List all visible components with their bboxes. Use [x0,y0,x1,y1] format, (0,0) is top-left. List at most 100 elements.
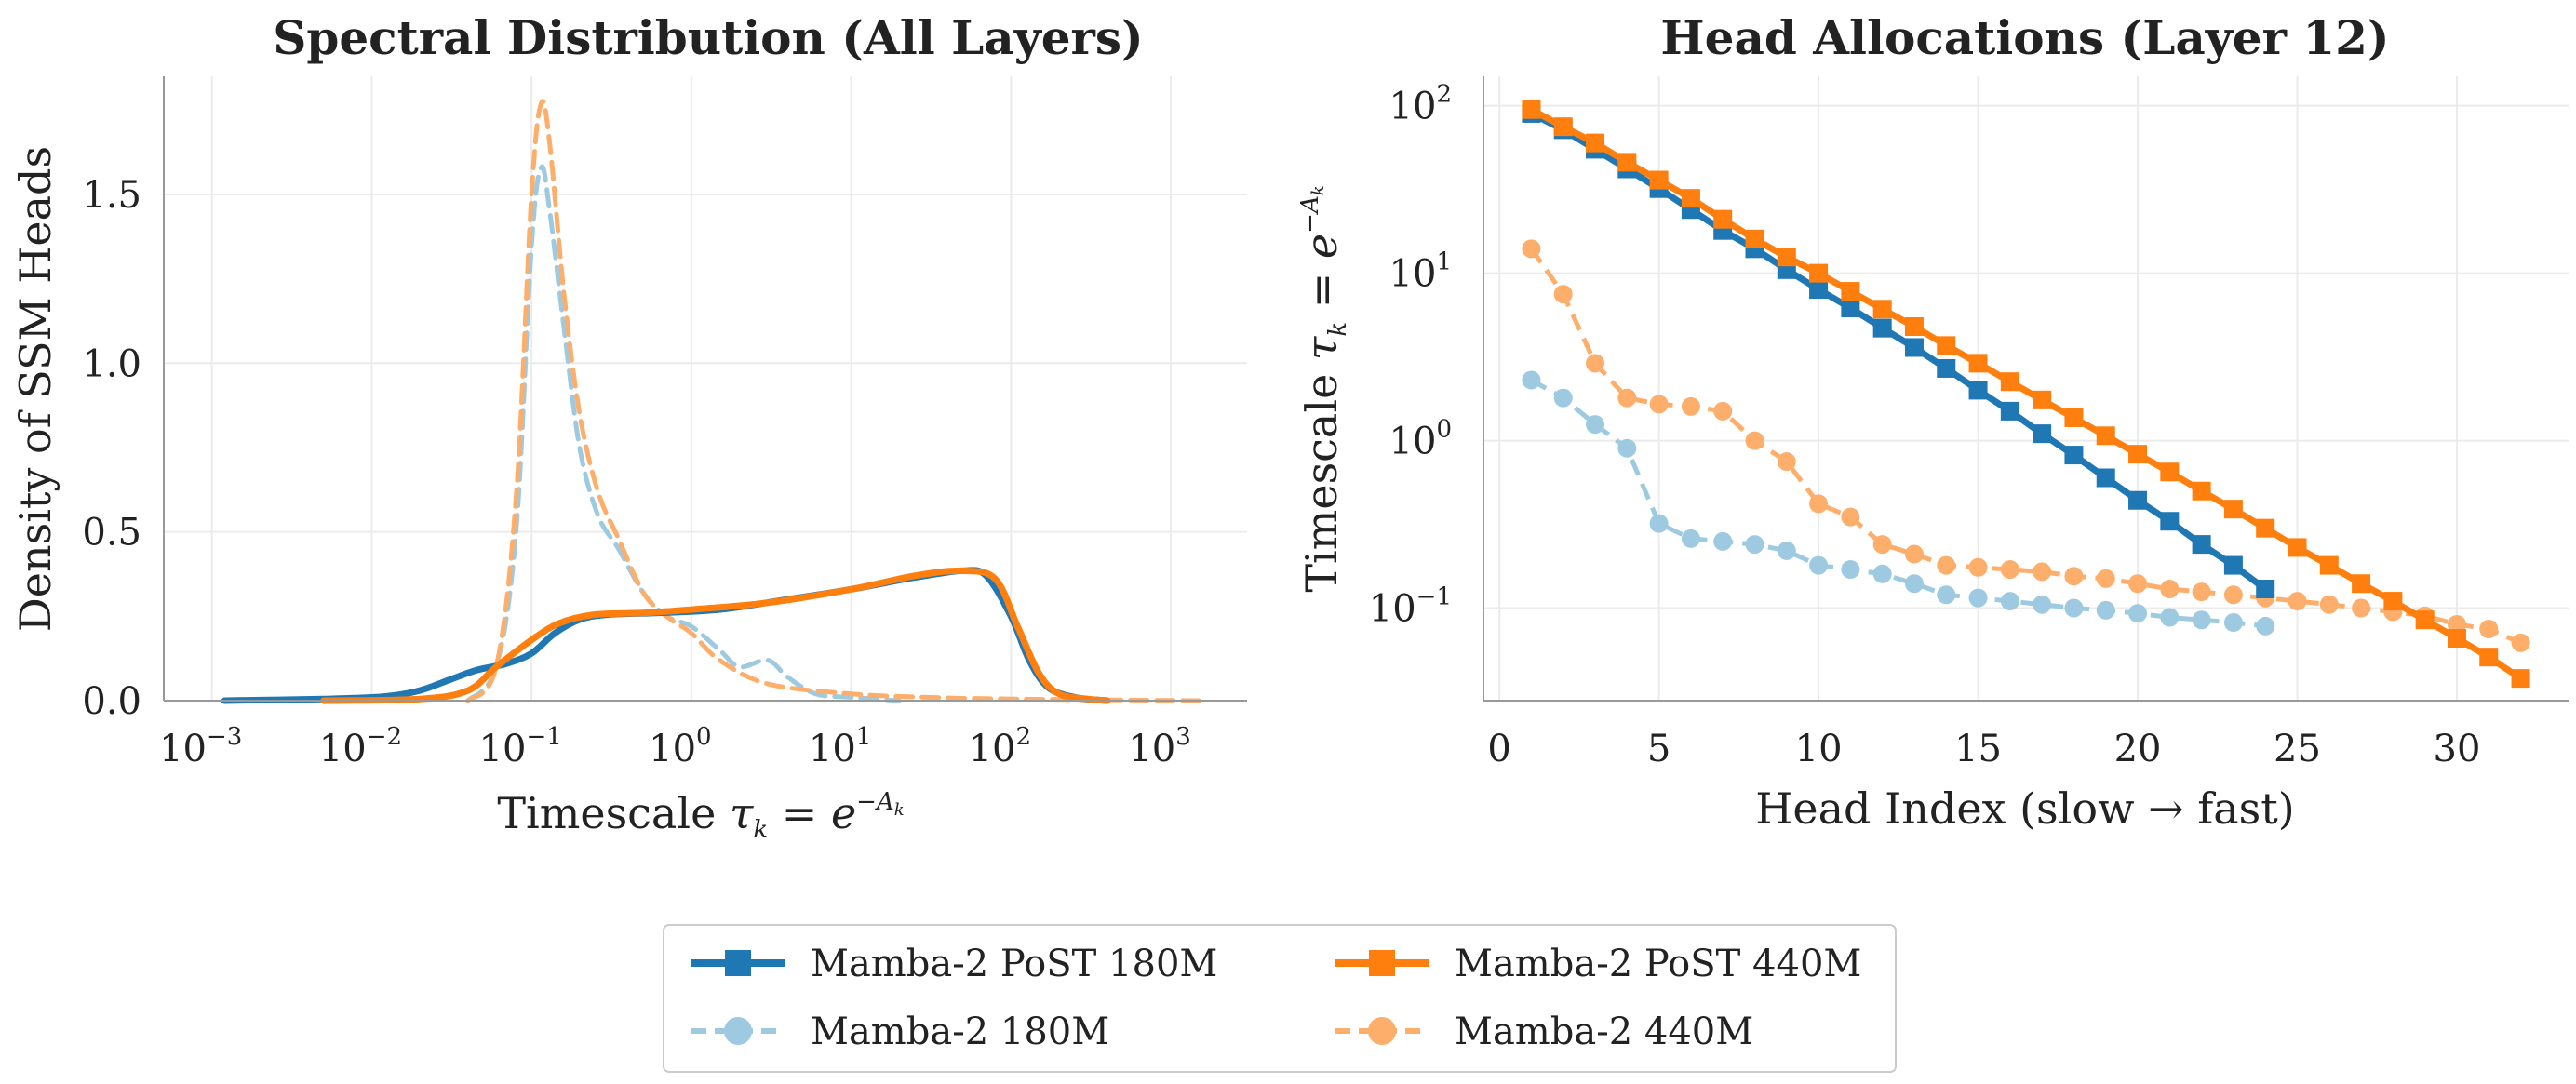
data-point-square [2447,628,2466,648]
left-x-tick-base: 10 [159,728,207,770]
data-point-circle [2447,614,2466,634]
data-point-square [2192,481,2211,501]
data-point-square [2128,490,2148,510]
data-point-square [1809,263,1829,283]
data-point-circle [1872,535,1892,555]
left-series-line-mamba-2-180m [465,164,902,703]
data-point-square [2288,538,2307,557]
data-point-circle [1649,395,1669,414]
right-x-tick-label: 0 [1487,728,1510,770]
data-point-circle [2128,574,2148,594]
data-point-circle [2096,569,2115,588]
data-point-square [1649,170,1669,190]
data-point-square [1745,229,1764,248]
left-x-tick-base: 10 [1128,728,1175,770]
legend-item: Mamba-2 PoST 180M [691,943,1217,985]
right-y-tick-label: 10−1 [1369,583,1452,631]
data-point-circle [1968,557,1988,577]
left-x-axis-label: Timescale τk = e−Ak [497,788,904,844]
data-point-circle [2479,620,2499,639]
left-x-tick-exp: 0 [696,723,712,751]
data-point-circle [1617,388,1637,408]
data-point-square [1553,117,1573,137]
right-y-axis-label: Timescale τk = e−Ak [1296,185,1352,592]
left-x-tick-base: 10 [479,728,527,770]
legend-marker-square [1369,950,1395,976]
data-point-square [1713,209,1733,229]
data-point-square [1841,282,1860,301]
left-x-tick-label: 101 [809,723,871,770]
right-x-tick-label: 30 [2434,728,2481,770]
right-x-tick-label: 20 [2114,728,2162,770]
data-point-circle [2128,604,2148,623]
data-point-square [1937,336,1956,355]
left-x-tick-label: 102 [969,723,1031,770]
right-y-tick-exp: 0 [1436,416,1452,444]
right-y-tick-base: 10 [1389,253,1437,296]
left-x-tick-label: 10−1 [479,723,562,770]
data-point-square [2256,518,2275,538]
data-point-square [1904,338,1924,357]
data-point-square [1809,280,1829,300]
data-point-circle [1553,388,1573,408]
data-point-square [1841,298,1860,317]
data-point-circle [1809,555,1829,575]
right-x-tick-label: 25 [2274,728,2321,770]
data-point-circle [1841,507,1860,527]
data-point-circle [1649,514,1669,533]
left-x-ticks: 10−3 10−2 10−1 100 101 102 103 [159,723,1191,770]
left-series-line-mamba-2-440m [465,99,1201,703]
legend-marker-circle [724,1017,752,1045]
data-point-circle [1617,438,1637,458]
data-point-square [2319,555,2339,575]
left-series-group [221,99,1201,704]
data-point-square [1522,100,1541,119]
data-point-square [2479,648,2499,667]
left-x-tick-label: 10−2 [319,723,402,770]
data-point-square [2064,408,2084,427]
data-point-square [1586,133,1605,153]
left-x-tick-base: 10 [809,728,856,770]
right-y-tick-exp: 1 [1436,248,1452,276]
data-point-circle [2000,592,2019,611]
data-point-circle [1522,370,1541,390]
data-point-square [1681,189,1700,208]
right-series-group [1522,100,2530,689]
data-point-circle [1777,452,1796,472]
left-x-tick-exp: 2 [1016,723,1032,751]
data-point-circle [1745,535,1764,555]
data-point-square [1777,248,1796,267]
right-series-line [1529,106,2523,682]
left-y-tick-label: 0.5 [82,512,141,555]
left-x-tick-exp: 3 [1175,723,1191,751]
data-point-square [2256,580,2275,599]
data-point-circle [2288,592,2307,611]
data-point-circle [1713,401,1733,421]
data-point-square [1617,153,1637,172]
spectral-distribution-chart: Spectral Distribution (All Layers) 10−3 1… [10,10,1247,844]
data-point-square [2160,512,2180,531]
right-x-tick-label: 15 [1954,728,2002,770]
data-point-circle [2160,580,2180,599]
left-x-tick-exp: 1 [856,723,872,751]
data-point-circle [1777,541,1796,560]
left-y-axis-label: Density of SSM Heads [10,146,60,632]
data-point-square [2415,610,2435,630]
left-y-tick-label: 1.5 [82,174,141,217]
data-point-square [1872,300,1892,319]
data-point-square [1937,358,1956,378]
data-point-circle [1841,560,1860,580]
data-point-square [2000,372,2019,392]
right-y-tick-base: 10 [1369,588,1416,631]
data-point-circle [1553,285,1573,304]
data-point-circle [1745,431,1764,450]
legend-box [663,924,1897,1073]
legend-label: Mamba-2 440M [1455,1010,1753,1053]
legend-label: Mamba-2 PoST 440M [1455,943,1861,985]
right-series-mamba-2-180m [1522,370,2275,636]
right-series-line [1529,247,2522,646]
legend-marker-square [725,950,751,976]
data-point-circle [2352,598,2371,618]
data-point-circle [2033,562,2052,582]
left-series-line-mamba-2-post-180m [221,567,1111,704]
